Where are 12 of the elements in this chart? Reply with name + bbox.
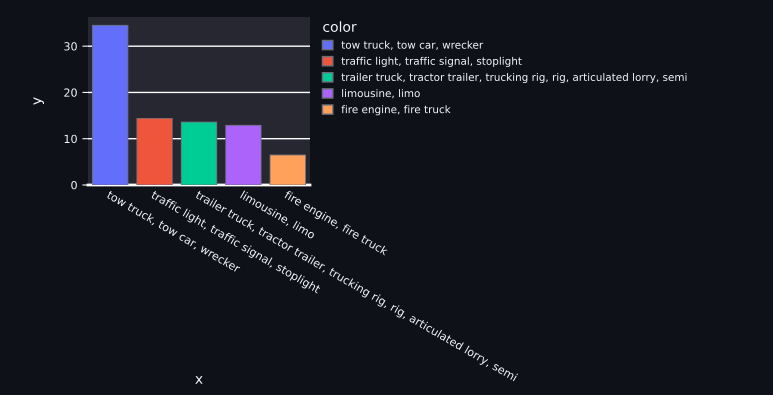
- legend-label: trailer truck, tractor trailer, trucking rig, rig, articulated lorry, semi: [341, 72, 686, 84]
- legend-label: tow truck, tow car, wrecker: [341, 40, 484, 50]
- y-tick-label: 10: [64, 134, 77, 144]
- legend-title: color: [323, 21, 357, 32]
- y-axis-title: y: [34, 97, 44, 105]
- y-tick-label: 0: [71, 180, 77, 190]
- legend-label: traffic light, traffic signal, stoplight: [341, 56, 522, 67]
- legend-label: limousine, limo: [342, 89, 420, 98]
- y-tick-label: 20: [64, 88, 77, 97]
- legend-label: fire engine, fire truck: [341, 105, 451, 116]
- x-axis-title: x: [195, 376, 203, 384]
- y-tick-label: 30: [64, 42, 77, 51]
